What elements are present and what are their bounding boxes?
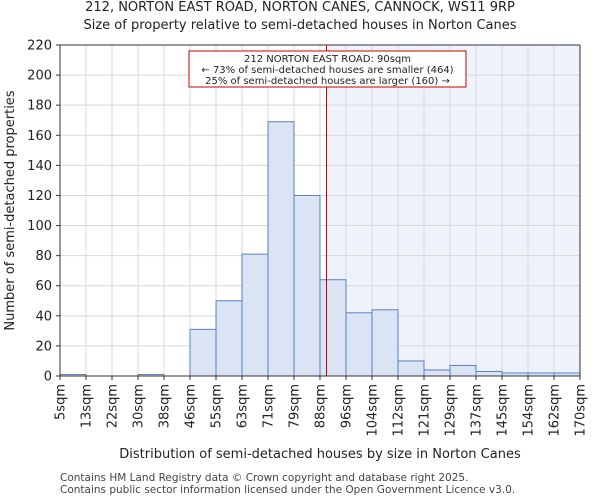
x-tick-label: 5sqm [54,384,69,420]
x-tick-label: 13sqm [80,384,95,428]
x-tick-label: 30sqm [132,384,147,428]
footer-line-2: Contains public sector information licen… [60,484,516,496]
y-tick-label: 200 [27,69,52,84]
y-tick-label: 160 [27,129,52,144]
x-tick-label: 22sqm [106,384,121,428]
x-tick-label: 129sqm [444,384,459,437]
bar [475,370,503,377]
bar [345,312,373,377]
x-tick-label: 145sqm [496,384,511,437]
x-tick-label: 112sqm [392,384,407,437]
bar [371,309,399,377]
y-tick-labels: 0 20 40 60 80 100 120 140 160 180 200 220 [27,39,52,385]
x-tick-label: 46sqm [184,384,199,428]
x-tick-label: 71sqm [262,384,277,428]
x-axis-label: Distribution of semi-detached houses by … [119,447,521,462]
y-tick-label: 40 [35,309,52,324]
y-tick-label: 120 [27,189,52,204]
bar [267,121,295,377]
y-tick-label: 60 [35,279,52,294]
x-tick-label: 162sqm [548,384,563,437]
annotation-line-2: ← 73% of semi-detached houses are smalle… [201,65,453,76]
y-tick-label: 80 [35,249,52,264]
x-tick-label: 55sqm [210,384,225,428]
annotation-line-1: 212 NORTON EAST ROAD: 90sqm [244,54,411,65]
y-axis-label: Number of semi-detached properties [3,90,18,330]
x-tick-label: 79sqm [288,384,303,428]
annotation-line-3: 25% of semi-detached houses are larger (… [205,76,450,87]
annotation-frame [188,50,467,88]
bar [241,253,269,377]
bar [293,194,321,377]
chart-subtitle: Size of property relative to semi-detach… [83,18,517,33]
x-tick-label: 88sqm [314,384,329,428]
y-tick-label: 100 [27,219,52,234]
y-tick-label: 140 [27,159,52,174]
bar [215,300,243,377]
bars [59,121,581,377]
bar [189,328,217,377]
y-tick-label: 220 [27,39,52,54]
x-tick-label: 96sqm [340,384,355,428]
x-tick-label: 137sqm [470,384,485,437]
x-tick-label: 104sqm [366,384,381,437]
footer-line-1: Contains HM Land Registry data © Crown c… [60,472,469,484]
y-tick-label: 0 [44,370,52,385]
x-tick-label: 121sqm [418,384,433,437]
y-tick-label: 20 [35,339,52,354]
bar [423,369,451,377]
chart-title: 212, NORTON EAST ROAD, NORTON CANES, CAN… [85,0,515,15]
bar [449,364,477,377]
x-tick-label: 63sqm [236,384,251,428]
x-tick-labels: 5sqm 13sqm 22sqm 30sqm 38sqm 46sqm 55sqm 63sqm 7… [54,384,589,437]
y-tick-label: 180 [27,99,52,114]
x-tick-label: 170sqm [574,384,589,437]
x-tick-label: 38sqm [158,384,173,428]
annotation-box: 212 NORTON EAST ROAD: 90sqm ← 73% of sem… [188,50,467,88]
axes [56,44,581,380]
bar [397,360,425,377]
bar [319,279,347,377]
x-tick-label: 154sqm [522,384,537,437]
